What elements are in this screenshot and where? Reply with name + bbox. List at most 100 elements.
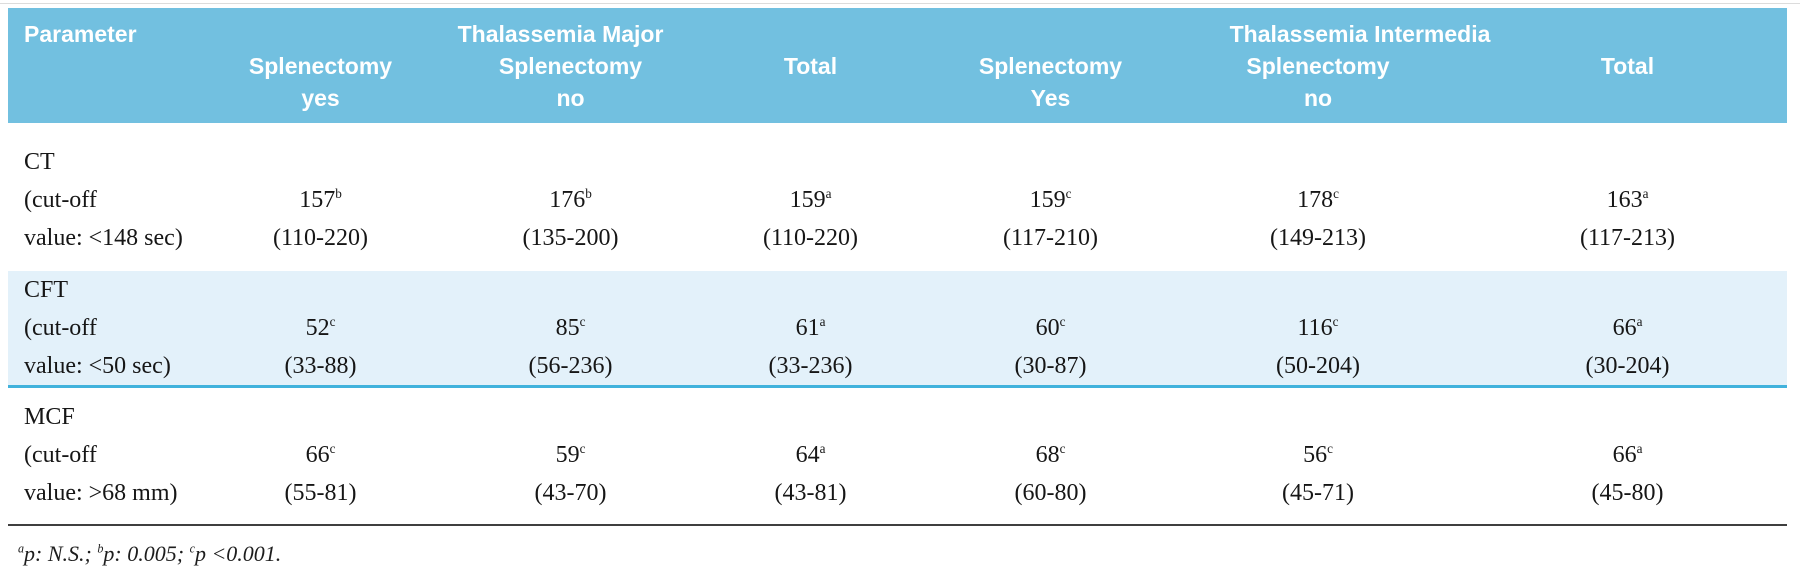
cell-range: (43-70) bbox=[534, 480, 607, 506]
cell-value-line: 61a bbox=[688, 309, 933, 347]
column-header: Splenectomy no bbox=[453, 50, 688, 114]
cell-value-line: 163a bbox=[1468, 181, 1787, 219]
spacer-line bbox=[188, 398, 453, 436]
spacer-line bbox=[453, 143, 688, 181]
cell-range: (149-213) bbox=[1270, 225, 1366, 251]
spacer-line bbox=[688, 398, 933, 436]
column-header-line1: Splenectomy bbox=[1246, 53, 1390, 79]
cell-value-line: 59c bbox=[453, 436, 688, 474]
cell-range: (117-210) bbox=[1002, 225, 1099, 251]
parameter-name: MCF bbox=[24, 404, 75, 430]
cell-value-line: 60c bbox=[933, 309, 1168, 347]
column-header-line1: Total bbox=[783, 53, 838, 79]
cell-value: 60 bbox=[1035, 315, 1060, 341]
spacer-line bbox=[933, 398, 1168, 436]
table-row: CFT (cut-off value: <50 sec) 52c (33-88) 85c(… bbox=[8, 271, 1787, 388]
cell-value: 163 bbox=[1606, 187, 1643, 213]
cell-superscript: c bbox=[1332, 314, 1339, 329]
cell-range: (30-87) bbox=[1014, 353, 1087, 379]
cell-superscript: a bbox=[1642, 186, 1649, 201]
cell-range: (33-88) bbox=[284, 353, 357, 379]
cell-superscript: b bbox=[335, 186, 342, 201]
cell-superscript: c bbox=[329, 314, 336, 329]
data-cell: 159c (117-210) bbox=[933, 143, 1168, 257]
parameter-cutoff-line1: (cut-off bbox=[24, 187, 97, 213]
column-header: Total bbox=[1468, 50, 1787, 114]
bottom-rule bbox=[8, 524, 1787, 526]
footnote: ap: N.S.; bp: 0.005; cp <0.001. bbox=[18, 541, 1787, 567]
spacer-line bbox=[688, 143, 933, 181]
data-cell: 66a (30-204) bbox=[1468, 271, 1787, 385]
cell-value: 61 bbox=[795, 315, 820, 341]
cell-superscript: b bbox=[585, 186, 592, 201]
data-cell: 163a (117-213) bbox=[1468, 143, 1787, 257]
cell-superscript: c bbox=[1333, 186, 1339, 201]
cell-superscript: c bbox=[329, 441, 336, 456]
cell-value: 157 bbox=[299, 187, 336, 213]
spacer-line bbox=[1168, 398, 1468, 436]
parameter-cell: MCF (cut-off value: >68 mm) bbox=[8, 398, 188, 512]
column-header: Splenectomy Yes bbox=[933, 50, 1168, 114]
cell-value: 116 bbox=[1297, 315, 1333, 341]
data-cell: 60c (30-87) bbox=[933, 271, 1168, 385]
data-cell: 61a (33-236) bbox=[688, 271, 933, 385]
data-cell: 116c (50-204) bbox=[1168, 271, 1468, 385]
column-header-line2: Yes bbox=[1030, 85, 1071, 111]
cell-range: (60-80) bbox=[1014, 480, 1087, 506]
table-header: Parameter Thalassemia Major Thalassemia … bbox=[8, 8, 1787, 123]
spacer-line bbox=[453, 398, 688, 436]
table-row: MCF (cut-off value: >68 mm) 66c (55-81) 59c (4… bbox=[8, 388, 1787, 524]
data-cell: 176b (135-200) bbox=[453, 143, 688, 257]
cell-value-line: 52c bbox=[188, 309, 453, 347]
data-cell: 85c (56-236) bbox=[453, 271, 688, 385]
cell-value: 178 bbox=[1297, 187, 1334, 213]
cell-superscript: a bbox=[819, 441, 826, 456]
table-row: CT (cut-off value: <148 sec) 157b (110-220) 1… bbox=[8, 123, 1787, 271]
spacer-line bbox=[933, 143, 1168, 181]
cell-range: (50-204) bbox=[1276, 353, 1360, 379]
spacer-line bbox=[933, 271, 1168, 309]
cell-range: (55-81) bbox=[284, 480, 357, 506]
data-cell: 66c (55-81) bbox=[188, 398, 453, 512]
spacer-line bbox=[1468, 143, 1787, 181]
cell-value: 68 bbox=[1035, 442, 1060, 468]
cell-value: 66 bbox=[1612, 315, 1637, 341]
spacer-line bbox=[688, 271, 933, 309]
cell-range: (43-81) bbox=[774, 480, 847, 506]
group-header-thalassemia-intermedia: Thalassemia Intermedia bbox=[1229, 21, 1491, 47]
parameter-name: CT bbox=[24, 149, 55, 175]
cell-range: (45-71) bbox=[1282, 480, 1354, 506]
cell-value-line: 159c bbox=[933, 181, 1168, 219]
data-cell: 68c (60-80) bbox=[933, 398, 1168, 512]
data-cell: 52c (33-88) bbox=[188, 271, 453, 385]
parameter-cutoff-line1: (cut-off bbox=[24, 442, 97, 468]
cell-value: 64 bbox=[795, 442, 820, 468]
cell-value: 59 bbox=[555, 442, 580, 468]
cell-range: (33-236) bbox=[768, 353, 853, 379]
cell-superscript: a bbox=[1636, 441, 1643, 456]
column-header-line1: Splenectomy bbox=[498, 53, 643, 79]
table-body: CT (cut-off value: <148 sec) 157b (110-220) 1… bbox=[8, 123, 1787, 524]
data-cell: 66a (45-80) bbox=[1468, 398, 1787, 512]
spacer-line bbox=[453, 271, 688, 309]
cell-range: (110-220) bbox=[762, 225, 859, 251]
cell-superscript: c bbox=[579, 441, 586, 456]
group-header-thalassemia-major: Thalassemia Major bbox=[457, 21, 664, 47]
footnote-text: p <0.001. bbox=[194, 541, 282, 566]
cell-range: (45-80) bbox=[1591, 480, 1664, 506]
col-header-parameter: Parameter bbox=[24, 21, 137, 47]
parameter-name: CFT bbox=[24, 277, 69, 303]
column-header: Splenectomy yes bbox=[188, 50, 453, 114]
column-header-line1: Total bbox=[1600, 53, 1655, 79]
cell-value-line: 66a bbox=[1468, 309, 1787, 347]
cell-range: (56-236) bbox=[528, 353, 613, 379]
top-divider bbox=[0, 3, 1800, 4]
cell-value: 56 bbox=[1303, 442, 1328, 468]
cell-value: 159 bbox=[789, 187, 826, 213]
cell-value-line: 56c bbox=[1168, 436, 1468, 474]
cell-value: 66 bbox=[305, 442, 330, 468]
cell-range: (30-204) bbox=[1585, 353, 1670, 379]
data-cell: 178c (149-213) bbox=[1168, 143, 1468, 257]
data-cell: 64a (43-81) bbox=[688, 398, 933, 512]
